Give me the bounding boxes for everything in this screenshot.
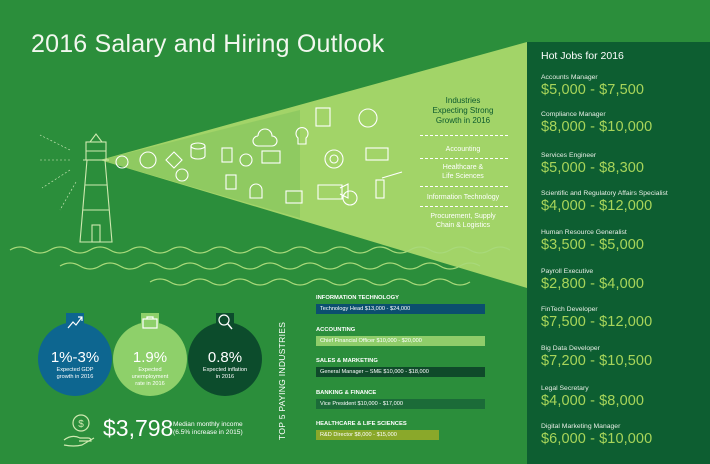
industry-item-label: Information Technology — [426, 194, 500, 201]
top5-bar-label: R&D Director $8,000 - $15,000 — [320, 432, 397, 438]
divider — [420, 186, 508, 187]
briefcase-icon — [141, 313, 159, 331]
job-salary: $4,000 - $12,000 — [541, 198, 653, 214]
chart-up-icon — [66, 313, 84, 331]
job-entry: Compliance Manager $8,000 - $10,000 — [541, 111, 706, 135]
job-salary: $5,000 - $8,300 — [541, 160, 645, 176]
income-description-line: Median monthly income — [173, 421, 243, 428]
divider — [420, 158, 508, 159]
stat-description: Expected unemployment rate in 2016 — [119, 367, 181, 388]
job-entry: Scientific and Regulatory Affairs Specia… — [541, 190, 706, 214]
top5-bar: General Manager – SME $10,000 - $18,000 — [316, 367, 485, 377]
job-salary: $3,500 - $5,000 — [541, 237, 645, 253]
job-title: Legal Secretary — [541, 385, 589, 392]
industry-item-label: Healthcare & — [442, 164, 484, 171]
stat-description-line: in 2016 — [215, 374, 235, 380]
top5-bar-label: Vice President $10,000 - $17,000 — [320, 401, 403, 407]
job-title: Human Resource Generalist — [541, 229, 627, 236]
top5-bar-label: General Manager – SME $10,000 - $18,000 — [320, 369, 429, 375]
industries-heading-line: Expecting Strong — [432, 106, 494, 115]
top5-bar: Chief Financial Officer $10,000 - $20,00… — [316, 336, 485, 346]
job-entry: Human Resource Generalist $3,500 - $5,00… — [541, 229, 706, 253]
divider — [420, 206, 508, 207]
job-title: Scientific and Regulatory Affairs Specia… — [541, 190, 668, 197]
stat-description-line: Expected GDP — [56, 367, 94, 373]
job-entry: FinTech Developer $7,500 - $12,000 — [541, 306, 706, 330]
job-salary: $5,000 - $7,500 — [541, 82, 645, 98]
job-title: Big Data Developer — [541, 345, 600, 352]
industry-item: Procurement, Supply Chain & Logistics — [410, 212, 516, 230]
top5-bar-label: Chief Financial Officer $10,000 - $20,00… — [320, 338, 422, 344]
income-description-line: (6.5% increase in 2015) — [173, 429, 243, 436]
job-title: Services Engineer — [541, 152, 597, 159]
job-salary: $4,000 - $8,000 — [541, 393, 645, 409]
industry-item-label: Life Sciences — [442, 173, 484, 180]
stat-description: Expected inflation in 2016 — [194, 367, 256, 381]
top5-category: SALES & MARKETING — [316, 358, 378, 364]
stat-description: Expected GDP growth in 2016 — [44, 367, 106, 381]
industry-item: Accounting — [410, 145, 516, 154]
job-entry: Legal Secretary $4,000 - $8,000 — [541, 385, 706, 409]
top5-category: BANKING & FINANCE — [316, 390, 377, 396]
stat-description-line: rate in 2016 — [135, 381, 165, 387]
job-entry: Payroll Executive $2,800 - $4,000 — [541, 268, 706, 292]
stat-value: 0.8% — [207, 349, 243, 366]
hot-jobs-panel — [527, 42, 710, 464]
stat-description-line: Expected inflation — [202, 367, 248, 373]
industry-item: Information Technology — [410, 193, 516, 202]
divider — [420, 135, 508, 136]
stat-description-line: unemployment — [131, 374, 169, 380]
industry-item-label: Procurement, Supply — [430, 213, 496, 220]
job-entry: Big Data Developer $7,200 - $10,500 — [541, 345, 706, 369]
svg-text:$: $ — [78, 419, 84, 430]
industries-heading-line: Industries — [445, 96, 481, 105]
stat-value: 1.9% — [132, 349, 168, 366]
job-salary: $7,200 - $10,500 — [541, 353, 653, 369]
page-title: 2016 Salary and Hiring Outlook — [31, 30, 385, 58]
top5-bar-label: Technology Head $13,000 - $24,000 — [320, 306, 411, 312]
job-title: Accounts Manager — [541, 74, 598, 81]
job-title: Payroll Executive — [541, 268, 594, 275]
top5-category: HEALTHCARE & LIFE SCIENCES — [316, 421, 407, 427]
unemployment-stat-circle: 1.9% Expected unemployment rate in 2016 — [113, 313, 187, 396]
income-description: Median monthly income (6.5% increase in … — [173, 421, 243, 437]
stat-description-line: Expected — [138, 367, 162, 373]
top5-label: TOP 5 PAYING INDUSTRIES — [277, 321, 287, 440]
job-salary: $7,500 - $12,000 — [541, 314, 653, 330]
income-value: $3,798 — [103, 415, 174, 441]
stat-description-line: growth in 2016 — [56, 374, 94, 380]
job-entry: Services Engineer $5,000 - $8,300 — [541, 152, 706, 176]
job-title: Compliance Manager — [541, 111, 606, 118]
job-entry: Digital Marketing Manager $6,000 - $10,0… — [541, 423, 706, 447]
magnifier-icon — [216, 313, 234, 331]
industry-item-label: Chain & Logistics — [435, 222, 491, 229]
job-salary: $8,000 - $10,000 — [541, 119, 653, 135]
industries-heading: Industries Expecting Strong Growth in 20… — [410, 96, 516, 126]
gdp-stat-circle: 1%-3% Expected GDP growth in 2016 — [38, 313, 112, 396]
job-salary: $6,000 - $10,000 — [541, 431, 653, 447]
stat-value: 1%-3% — [50, 349, 100, 366]
job-title: FinTech Developer — [541, 306, 598, 313]
inflation-stat-circle: 0.8% Expected inflation in 2016 — [188, 313, 262, 396]
top5-bar: Technology Head $13,000 - $24,000 — [316, 304, 485, 314]
industries-heading-line: Growth in 2016 — [435, 116, 491, 125]
job-salary: $2,800 - $4,000 — [541, 276, 645, 292]
hot-jobs-title: Hot Jobs for 2016 — [541, 50, 624, 62]
industry-item-label: Accounting — [445, 146, 481, 153]
top5-category: ACCOUNTING — [316, 327, 356, 333]
top5-bar: Vice President $10,000 - $17,000 — [316, 399, 485, 409]
job-entry: Accounts Manager $5,000 - $7,500 — [541, 74, 706, 98]
top5-bar: R&D Director $8,000 - $15,000 — [316, 430, 439, 440]
job-title: Digital Marketing Manager — [541, 423, 621, 430]
top5-category: INFORMATION TECHNOLOGY — [316, 295, 399, 301]
money-hand-icon: $ — [63, 414, 95, 447]
industry-item: Healthcare & Life Sciences — [410, 163, 516, 181]
